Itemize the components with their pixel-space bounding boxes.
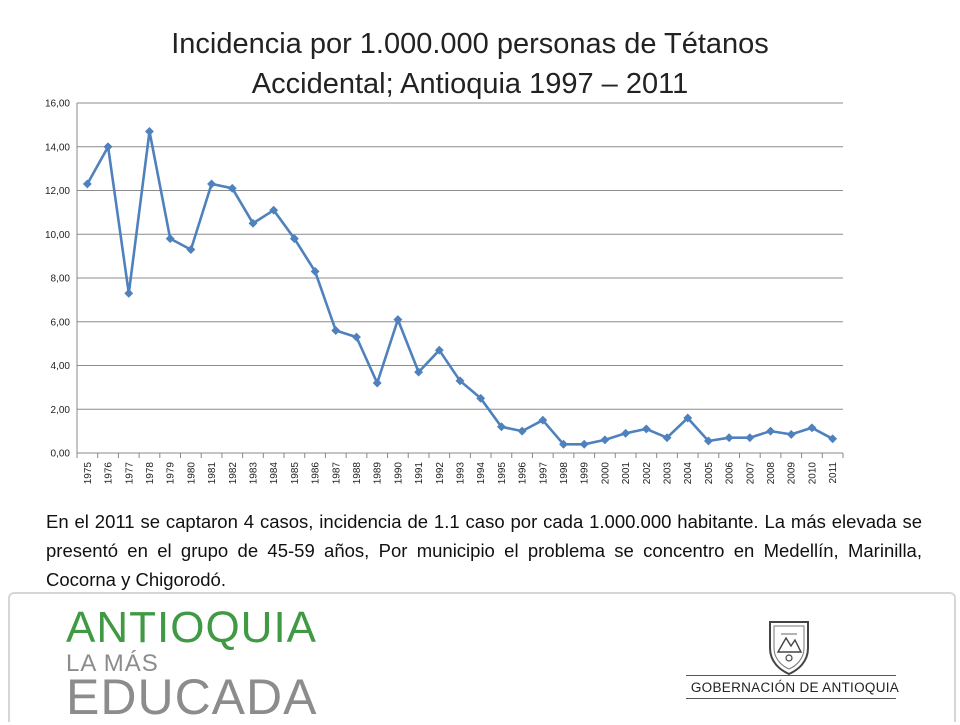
- y-tick-label: 0,00: [51, 449, 71, 460]
- data-point: [227, 183, 237, 193]
- x-tick-label: 1987: [331, 462, 342, 485]
- x-tick-label: 2009: [787, 462, 798, 485]
- x-tick-label: 2002: [642, 462, 653, 485]
- data-point: [372, 378, 382, 388]
- logo-line2: LA MÁS: [66, 650, 159, 677]
- data-point: [207, 179, 217, 189]
- x-tick-label: 2007: [745, 462, 756, 485]
- y-tick-label: 2,00: [51, 405, 71, 416]
- x-tick-label: 1986: [311, 462, 322, 485]
- y-tick-label: 14,00: [45, 142, 70, 153]
- gov-rule-top: [686, 675, 896, 676]
- x-tick-label: 2010: [807, 462, 818, 485]
- x-tick-label: 1989: [373, 462, 384, 485]
- data-point: [517, 426, 527, 436]
- chart-title-line2: Accidental; Antioquia 1997 – 2011: [251, 68, 689, 100]
- x-tick-label: 1993: [456, 462, 467, 485]
- data-point: [600, 435, 610, 445]
- y-tick-label: 8,00: [51, 274, 71, 285]
- x-tick-label: 2001: [621, 462, 632, 485]
- x-tick-label: 2005: [704, 462, 715, 485]
- x-tick-label: 1992: [435, 462, 446, 485]
- data-point: [724, 433, 734, 443]
- data-point: [310, 266, 320, 276]
- y-tick-label: 10,00: [45, 230, 70, 241]
- x-tick-label: 2008: [766, 462, 777, 485]
- logo-line3: EDUCADA: [66, 669, 318, 725]
- x-tick-label: 1979: [166, 462, 177, 485]
- data-point: [331, 325, 341, 336]
- x-tick-label: 1996: [518, 462, 529, 485]
- data-point: [186, 245, 196, 255]
- series-line: [86, 130, 834, 446]
- data-point: [786, 429, 796, 439]
- x-tick-label: 1988: [352, 462, 363, 485]
- data-point: [662, 433, 672, 443]
- x-tick-label: 1977: [124, 462, 135, 485]
- logo-line1: ANTIOQUIA: [66, 603, 318, 652]
- x-tick-label: 1991: [414, 462, 425, 485]
- gov-rule-bottom: [686, 698, 896, 699]
- y-tick-label: 16,00: [45, 99, 70, 110]
- data-point: [289, 234, 299, 244]
- data-point: [414, 367, 424, 377]
- data-point: [269, 205, 279, 215]
- y-tick-label: 4,00: [51, 361, 71, 372]
- x-tick-label: 1998: [559, 462, 570, 485]
- data-point: [124, 288, 134, 298]
- line-chart: 0,00 2,00 4,00 6,00 8,00 10,00 12,00 14,00 16,00…: [45, 99, 844, 485]
- data-point: [745, 433, 755, 443]
- data-point: [393, 315, 403, 325]
- x-tick-label: 1984: [269, 462, 280, 485]
- x-tick-label: 1997: [538, 462, 549, 485]
- x-tick-label: 1976: [104, 462, 115, 485]
- government-label: GOBERNACIÓN DE ANTIOQUIA: [690, 680, 900, 695]
- x-tick-label: 1990: [393, 462, 404, 485]
- y-tick-label: 12,00: [45, 186, 70, 197]
- data-point: [828, 434, 838, 444]
- data-point: [103, 142, 113, 152]
- data-point: [683, 413, 693, 423]
- data-point: [351, 332, 362, 342]
- x-tick-label: 1982: [228, 462, 239, 485]
- caption-text: En el 2011 se captaron 4 casos, incidenc…: [46, 511, 922, 590]
- data-point: [434, 345, 444, 355]
- x-tick-label: 2004: [683, 462, 694, 485]
- data-point: [476, 393, 486, 403]
- x-tick-label: 1975: [83, 462, 94, 485]
- data-point: [82, 179, 92, 189]
- data-point: [807, 423, 817, 433]
- x-tick-label: 1985: [290, 462, 301, 485]
- y-tick-label: 6,00: [51, 317, 71, 328]
- x-tick-label: 2000: [600, 462, 611, 485]
- data-point: [538, 415, 548, 425]
- data-point: [496, 422, 506, 432]
- data-point: [621, 428, 631, 438]
- data-point: [144, 126, 155, 136]
- data-point: [248, 218, 258, 228]
- data-point: [558, 439, 569, 449]
- x-tick-label: 1980: [186, 462, 197, 485]
- data-point: [703, 436, 713, 446]
- data-point: [579, 439, 589, 449]
- x-tick-label: 2006: [725, 462, 736, 485]
- x-tick-label: 1994: [476, 462, 487, 485]
- x-tick-label: 1999: [580, 462, 591, 485]
- chart-title-line1: Incidencia por 1.000.000 personas de Tét…: [171, 28, 769, 60]
- footer-frame: [8, 592, 956, 722]
- data-point: [455, 376, 465, 386]
- x-tick-label: 2011: [828, 462, 839, 484]
- data-point: [641, 424, 651, 434]
- x-tick-label: 1983: [248, 462, 259, 485]
- x-tick-label: 1978: [145, 462, 156, 485]
- x-tick-label: 1995: [497, 462, 508, 485]
- x-tick-label: 1981: [207, 462, 218, 485]
- chart-title: Incidencia por 1.000.000 personas de Tét…: [80, 24, 860, 104]
- data-point: [165, 234, 175, 244]
- x-tick-label: 2003: [663, 462, 674, 485]
- coat-of-arms-icon: [769, 621, 809, 676]
- data-point: [765, 426, 776, 436]
